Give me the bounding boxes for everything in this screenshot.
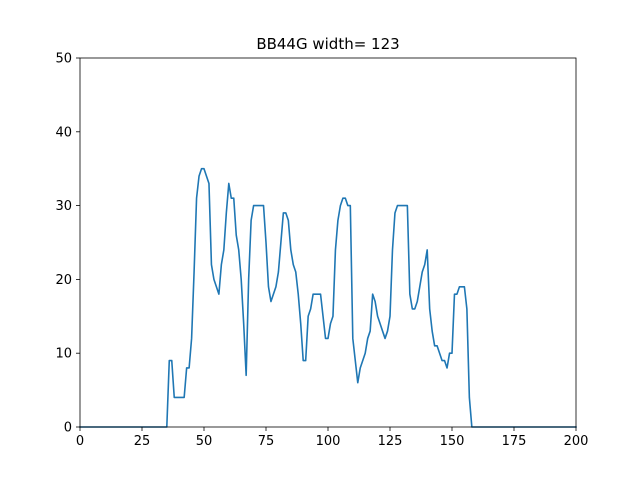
- y-tick-label: 40: [55, 125, 72, 140]
- y-tick-label: 10: [55, 347, 72, 362]
- plot-area: [79, 167, 577, 428]
- x-tick-label: 75: [258, 434, 275, 449]
- chart-title: BB44G width= 123: [256, 35, 399, 53]
- x-tick-label: 175: [502, 434, 527, 449]
- axes-frame: [79, 57, 577, 428]
- y-tick-label: 30: [55, 199, 72, 214]
- x-axis: 0 25 50 75 100 125 150 175 200: [76, 427, 589, 449]
- y-tick-label: 20: [55, 273, 72, 288]
- x-tick-label: 200: [564, 434, 589, 449]
- y-tick-label: 0: [64, 421, 72, 436]
- x-tick-label: 100: [316, 434, 341, 449]
- series-line-0: [79, 167, 577, 428]
- x-tick-label: 0: [76, 434, 84, 449]
- x-tick-label: 125: [378, 434, 403, 449]
- x-tick-label: 25: [134, 434, 151, 449]
- y-tick-label: 50: [55, 52, 72, 67]
- x-tick-label: 50: [196, 434, 213, 449]
- y-axis: 0 10 20 30 40 50: [55, 52, 80, 436]
- x-tick-label: 150: [440, 434, 465, 449]
